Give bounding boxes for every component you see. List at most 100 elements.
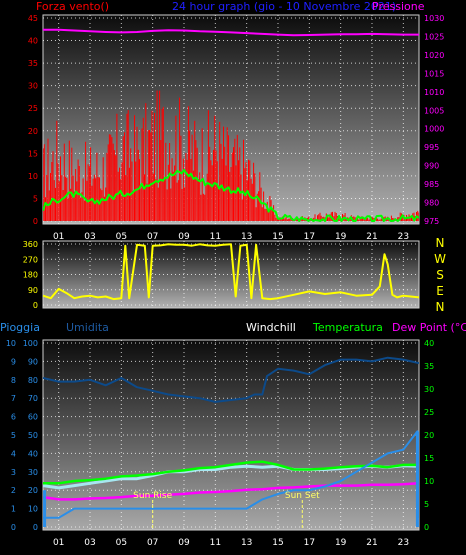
pressure-y-tick-label: 990 bbox=[424, 162, 439, 171]
temperature-y-tick-label: 40 bbox=[424, 339, 434, 348]
wind-y-tick-label: 10 bbox=[28, 172, 38, 181]
x-tick-label: 15 bbox=[272, 232, 283, 242]
x-tick-label: 11 bbox=[210, 232, 221, 242]
wind-y-tick-label: 5 bbox=[33, 194, 38, 203]
humidity-y-tick-label: 0 bbox=[33, 523, 38, 532]
x-tick-label: 03 bbox=[84, 538, 95, 548]
direction-y-tick-label: 180 bbox=[23, 271, 38, 280]
temperature-y-tick-label: 5 bbox=[424, 500, 429, 509]
humidity-y-tick-label: 80 bbox=[28, 376, 38, 385]
wind-y-tick-label: 25 bbox=[28, 104, 38, 113]
x-tick-label: 01 bbox=[53, 538, 64, 548]
wind-y-tick-label: 15 bbox=[28, 149, 38, 158]
compass-label: S bbox=[436, 268, 444, 282]
humidity-y-tick-label: 90 bbox=[28, 357, 38, 366]
pressure-y-tick-label: 1000 bbox=[424, 125, 444, 134]
humidity-y-tick-label: 10 bbox=[28, 505, 38, 514]
rain-y-tick-label: 7 bbox=[11, 394, 16, 403]
legend-humidity: Umidita bbox=[66, 321, 109, 334]
temperature-y-tick-label: 25 bbox=[424, 408, 434, 417]
x-tick-label: 07 bbox=[147, 538, 158, 548]
pressure-y-tick-label: 1005 bbox=[424, 106, 444, 115]
x-tick-label: 01 bbox=[53, 232, 64, 242]
pressure-y-tick-label: 1020 bbox=[424, 51, 444, 60]
pressure-y-tick-label: 1015 bbox=[424, 69, 444, 78]
x-tick-label: 19 bbox=[335, 232, 347, 242]
wind-axis-title: Forza vento() bbox=[36, 0, 109, 13]
pressure-series bbox=[43, 28, 419, 37]
temperature-series bbox=[43, 460, 419, 485]
rain-y-tick-label: 0 bbox=[11, 523, 16, 532]
rain-y-tick-label: 9 bbox=[11, 357, 16, 366]
humidity-y-tick-label: 60 bbox=[28, 413, 38, 422]
wind-average-series bbox=[43, 169, 419, 222]
humidity-series bbox=[43, 356, 419, 403]
rain-y-tick-label: 5 bbox=[11, 431, 16, 440]
x-tick-label: 05 bbox=[116, 538, 127, 548]
humidity-y-tick-label: 30 bbox=[28, 468, 38, 477]
temp-humidity-rain-panel: 0123456789100102030405060708090100051015… bbox=[0, 321, 466, 548]
x-tick-label: 23 bbox=[398, 232, 409, 242]
rain-y-tick-label: 1 bbox=[11, 505, 16, 514]
compass-label: E bbox=[436, 284, 444, 298]
compass-label: N bbox=[436, 300, 445, 314]
legend-dew-point: Dew Point (°C) bbox=[392, 321, 466, 334]
x-tick-label: 09 bbox=[178, 538, 190, 548]
x-tick-label: 07 bbox=[147, 232, 158, 242]
wind-y-tick-label: 35 bbox=[28, 59, 38, 68]
pressure-y-tick-label: 1010 bbox=[424, 88, 444, 97]
humidity-y-tick-label: 100 bbox=[23, 339, 38, 348]
wind-y-tick-label: 40 bbox=[28, 37, 38, 46]
temperature-y-tick-label: 20 bbox=[424, 431, 434, 440]
rain-y-tick-label: 8 bbox=[11, 376, 16, 385]
sunrise-label: Sun Rise bbox=[133, 491, 172, 501]
direction-y-tick-label: 0 bbox=[33, 301, 38, 310]
chart-title: 24 hour graph (gio - 10 Novembre 2021) bbox=[172, 0, 396, 13]
direction-y-tick-label: 90 bbox=[28, 286, 38, 295]
humidity-y-tick-label: 40 bbox=[28, 449, 38, 458]
rain-y-tick-label: 10 bbox=[6, 339, 16, 348]
x-tick-label: 17 bbox=[304, 538, 315, 548]
x-tick-label: 19 bbox=[335, 538, 347, 548]
wind-y-tick-label: 30 bbox=[28, 82, 38, 91]
dew-point-series bbox=[43, 482, 419, 501]
temperature-y-tick-label: 30 bbox=[424, 385, 434, 394]
rain-y-tick-label: 3 bbox=[11, 468, 16, 477]
pressure-y-tick-label: 995 bbox=[424, 143, 439, 152]
rain-y-tick-label: 6 bbox=[11, 413, 16, 422]
rain-y-tick-label: 4 bbox=[11, 449, 16, 458]
wind-y-tick-label: 45 bbox=[28, 14, 38, 23]
wind-y-tick-label: 0 bbox=[33, 217, 38, 226]
compass-label: W bbox=[434, 252, 446, 266]
x-tick-label: 15 bbox=[272, 538, 283, 548]
x-tick-label: 13 bbox=[241, 232, 252, 242]
x-tick-label: 21 bbox=[366, 232, 377, 242]
direction-y-tick-label: 270 bbox=[23, 255, 38, 264]
x-tick-label: 21 bbox=[366, 538, 377, 548]
temperature-y-tick-label: 10 bbox=[424, 477, 434, 486]
humidity-y-tick-label: 50 bbox=[28, 431, 38, 440]
pressure-y-tick-label: 975 bbox=[424, 217, 439, 226]
x-tick-label: 17 bbox=[304, 232, 315, 242]
x-tick-label: 09 bbox=[178, 232, 190, 242]
compass-label: N bbox=[436, 236, 445, 250]
wind-y-tick-label: 20 bbox=[28, 127, 38, 136]
humidity-y-tick-label: 70 bbox=[28, 394, 38, 403]
pressure-axis-title: Pressione bbox=[372, 0, 425, 13]
x-tick-label: 23 bbox=[398, 538, 409, 548]
x-tick-label: 13 bbox=[241, 538, 252, 548]
wind-direction-series bbox=[43, 243, 419, 301]
x-tick-label: 11 bbox=[210, 538, 221, 548]
temperature-y-tick-label: 35 bbox=[424, 362, 434, 371]
legend-windchill: Windchill bbox=[246, 321, 296, 334]
sunset-label: Sun Set bbox=[285, 491, 320, 501]
pressure-y-tick-label: 1030 bbox=[424, 14, 444, 23]
rain-series bbox=[43, 430, 419, 519]
wind-pressure-panel: 0510152025303540459759809859909951000100… bbox=[28, 0, 445, 242]
x-tick-label: 03 bbox=[84, 232, 95, 242]
pressure-y-tick-label: 980 bbox=[424, 199, 439, 208]
pressure-y-tick-label: 985 bbox=[424, 180, 439, 189]
humidity-y-tick-label: 20 bbox=[28, 486, 38, 495]
